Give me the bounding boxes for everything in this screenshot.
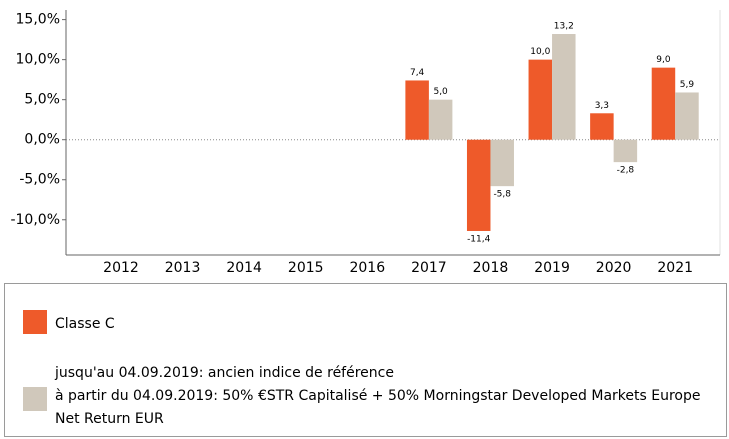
y-tick-label: 5,0%	[24, 92, 60, 108]
x-tick-label: 2014	[226, 260, 262, 276]
y-tick-label: 0,0%	[24, 132, 60, 148]
x-tick-label: 2013	[165, 260, 201, 276]
y-tick-label: 10,0%	[16, 52, 60, 68]
bar	[428, 99, 453, 140]
value-label: -11,4	[467, 234, 491, 244]
value-label: 3,3	[595, 101, 609, 111]
x-tick-label: 2012	[103, 260, 139, 276]
value-label: 9,0	[656, 55, 671, 65]
x-tick-label: 2019	[534, 260, 570, 276]
bar	[405, 80, 429, 140]
value-label: -2,8	[617, 166, 635, 176]
legend-label: Classe C	[55, 316, 115, 332]
value-label: 5,9	[680, 80, 695, 90]
value-label: 5,0	[433, 87, 448, 97]
bar	[590, 113, 614, 140]
bar	[528, 59, 553, 140]
y-tick-label: -10,0%	[10, 212, 60, 228]
y-tick-label: -5,0%	[19, 172, 60, 188]
x-tick-label: 2017	[411, 260, 447, 276]
legend-swatch	[23, 310, 47, 334]
value-label: 13,2	[554, 22, 574, 32]
legend-label: jusqu'au 04.09.2019: ancien indice de ré…	[55, 365, 701, 427]
y-tick-label: 15,0%	[16, 12, 60, 28]
chart: -10,0% -5,0% 0,0% 5,0% 10,0% 15,0% 2012 2013 201…	[10, 10, 721, 276]
bar	[651, 67, 676, 140]
value-label: 10,0	[530, 47, 550, 57]
x-tick-label: 2015	[288, 260, 324, 276]
value-label: 7,4	[410, 68, 425, 78]
x-tick-label: 2018	[473, 260, 509, 276]
bar	[490, 139, 514, 187]
legend: Classe C jusqu'au 04.09.2019: ancien indi…	[4, 283, 727, 437]
bar	[552, 34, 576, 140]
bar	[675, 92, 699, 140]
legend-swatch	[23, 387, 47, 411]
bar	[613, 139, 638, 163]
x-tick-label: 2016	[349, 260, 385, 276]
x-tick-label: 2021	[657, 260, 693, 276]
value-label: -5,8	[493, 190, 511, 200]
x-tick-label: 2020	[596, 260, 632, 276]
bar	[466, 139, 491, 231]
